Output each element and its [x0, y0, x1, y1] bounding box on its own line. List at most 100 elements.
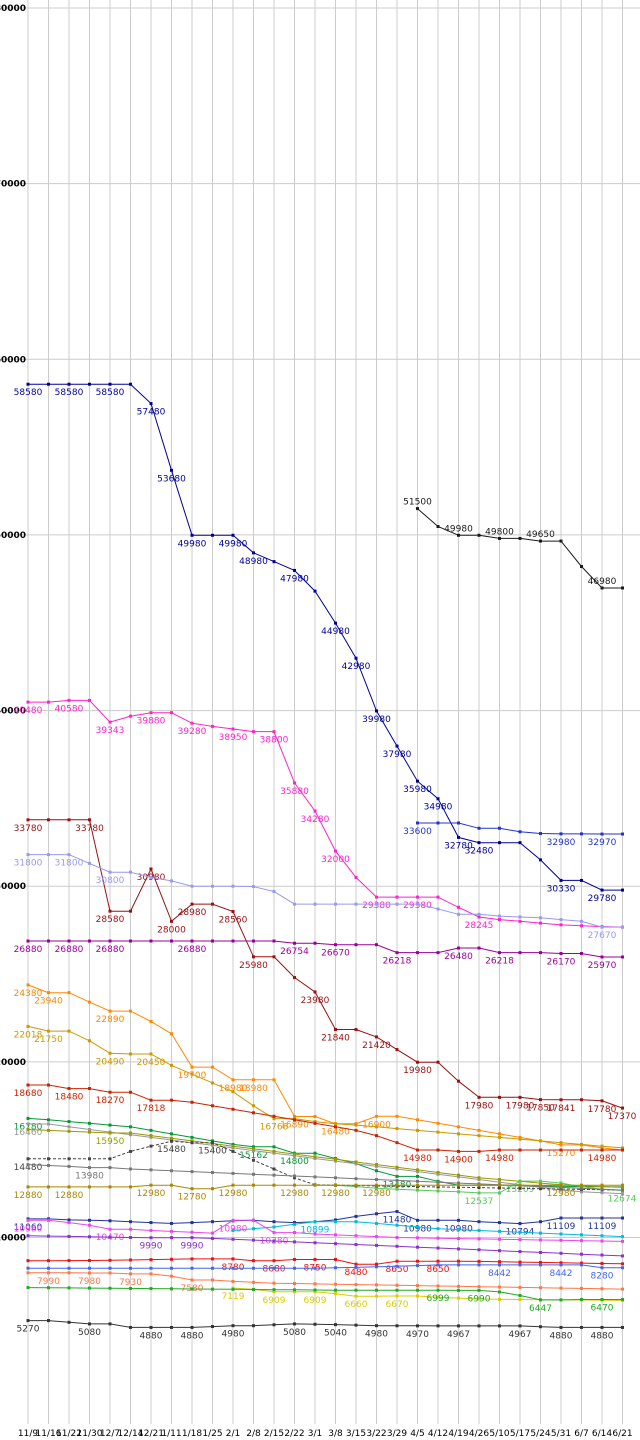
data-point — [559, 918, 563, 922]
data-point — [88, 1266, 91, 1270]
data-point — [580, 1239, 583, 1243]
data-point — [436, 1185, 440, 1189]
point-value-label: 32000 — [321, 855, 350, 865]
data-point — [518, 1183, 522, 1187]
x-axis-tick-label: 5/24 — [530, 1429, 550, 1439]
data-point — [334, 902, 337, 906]
point-value-label: 17370 — [608, 1112, 637, 1122]
point-value-label: 4967 — [509, 1330, 532, 1340]
data-point — [436, 1259, 440, 1263]
data-point — [293, 902, 296, 906]
data-point — [436, 797, 440, 801]
data-point — [170, 879, 173, 883]
series-line-series-gray2 — [27, 1164, 623, 1191]
data-point — [477, 1248, 481, 1252]
data-point — [580, 1183, 583, 1187]
data-point — [231, 1237, 235, 1241]
data-point — [395, 902, 399, 906]
data-point — [375, 1178, 378, 1182]
data-point — [436, 1295, 440, 1299]
data-point — [518, 1250, 522, 1254]
data-point — [231, 1257, 235, 1261]
data-point — [354, 1028, 358, 1032]
data-point — [293, 1288, 296, 1292]
series-line-series-magenta2 — [28, 1219, 623, 1242]
point-value-label: 17780 — [588, 1105, 617, 1115]
data-point — [88, 1121, 91, 1125]
x-axis-tick-label: 11/22 — [56, 1429, 82, 1439]
data-point — [170, 1257, 173, 1261]
data-point — [354, 1123, 358, 1127]
point-value-label: 32970 — [588, 838, 617, 848]
x-axis-tick-label: 2/15 — [264, 1429, 284, 1439]
data-point — [149, 875, 153, 879]
data-point — [129, 1227, 132, 1231]
data-point — [416, 1264, 419, 1268]
x-axis-tick-label: 6/7 — [574, 1429, 588, 1439]
data-point — [47, 382, 50, 386]
point-value-label: 4880 — [550, 1331, 573, 1341]
data-point — [457, 1259, 460, 1263]
data-point — [170, 1183, 173, 1187]
data-point — [170, 1098, 173, 1102]
data-point — [293, 1174, 296, 1178]
data-point — [88, 698, 91, 702]
data-point — [26, 1024, 30, 1028]
data-point — [395, 1183, 399, 1187]
data-point — [334, 1125, 337, 1129]
data-point — [375, 1163, 378, 1167]
data-point — [416, 902, 419, 906]
data-point — [395, 1167, 399, 1171]
point-value-label: 15162 — [239, 1151, 268, 1161]
data-point — [375, 1265, 378, 1269]
data-point — [272, 1114, 276, 1118]
point-value-label: 12980 — [280, 1189, 309, 1199]
data-point — [477, 1128, 481, 1132]
data-point — [477, 841, 481, 845]
data-point — [88, 1185, 91, 1189]
x-axis-tick-label: 1/25 — [202, 1429, 222, 1439]
data-point — [477, 1297, 481, 1301]
x-axis-tick-label: 3/8 — [328, 1429, 343, 1439]
data-point — [539, 951, 542, 955]
data-point — [559, 1148, 563, 1152]
data-point — [436, 1263, 440, 1267]
data-point — [375, 1221, 378, 1225]
data-point — [272, 1173, 276, 1177]
data-point — [375, 1283, 378, 1287]
point-value-label: 17818 — [137, 1104, 166, 1114]
data-point — [190, 1221, 194, 1225]
point-value-label: 14800 — [280, 1157, 309, 1167]
data-point — [416, 1179, 419, 1183]
x-axis-tick-label: 12/21 — [138, 1429, 164, 1439]
data-point — [518, 841, 522, 845]
data-point — [457, 1218, 460, 1222]
data-point — [395, 1294, 399, 1298]
data-point — [129, 1236, 132, 1239]
data-point — [354, 902, 358, 906]
data-point — [313, 1156, 317, 1160]
y-axis-tick-label: 30000 — [0, 882, 26, 892]
data-point — [559, 1325, 563, 1329]
data-point — [26, 1234, 30, 1238]
data-point — [252, 1287, 255, 1291]
data-point — [26, 853, 30, 857]
point-value-label: 9990 — [140, 1242, 163, 1252]
data-point — [67, 1120, 71, 1124]
x-axis-tick-label: 11/16 — [36, 1429, 62, 1439]
data-point — [67, 1271, 71, 1275]
data-point — [395, 1283, 399, 1287]
data-point — [539, 832, 542, 836]
point-value-label: 32980 — [547, 838, 576, 848]
data-point — [211, 884, 214, 888]
data-point — [600, 1266, 604, 1270]
data-point — [252, 1111, 255, 1115]
data-point — [477, 1186, 481, 1190]
data-point — [580, 1216, 583, 1220]
point-value-label: 20490 — [96, 1057, 125, 1067]
data-point — [457, 1125, 460, 1129]
data-point — [272, 1290, 276, 1294]
data-point — [375, 1243, 378, 1247]
point-value-label: 5080 — [283, 1328, 306, 1338]
data-point — [88, 1322, 91, 1326]
